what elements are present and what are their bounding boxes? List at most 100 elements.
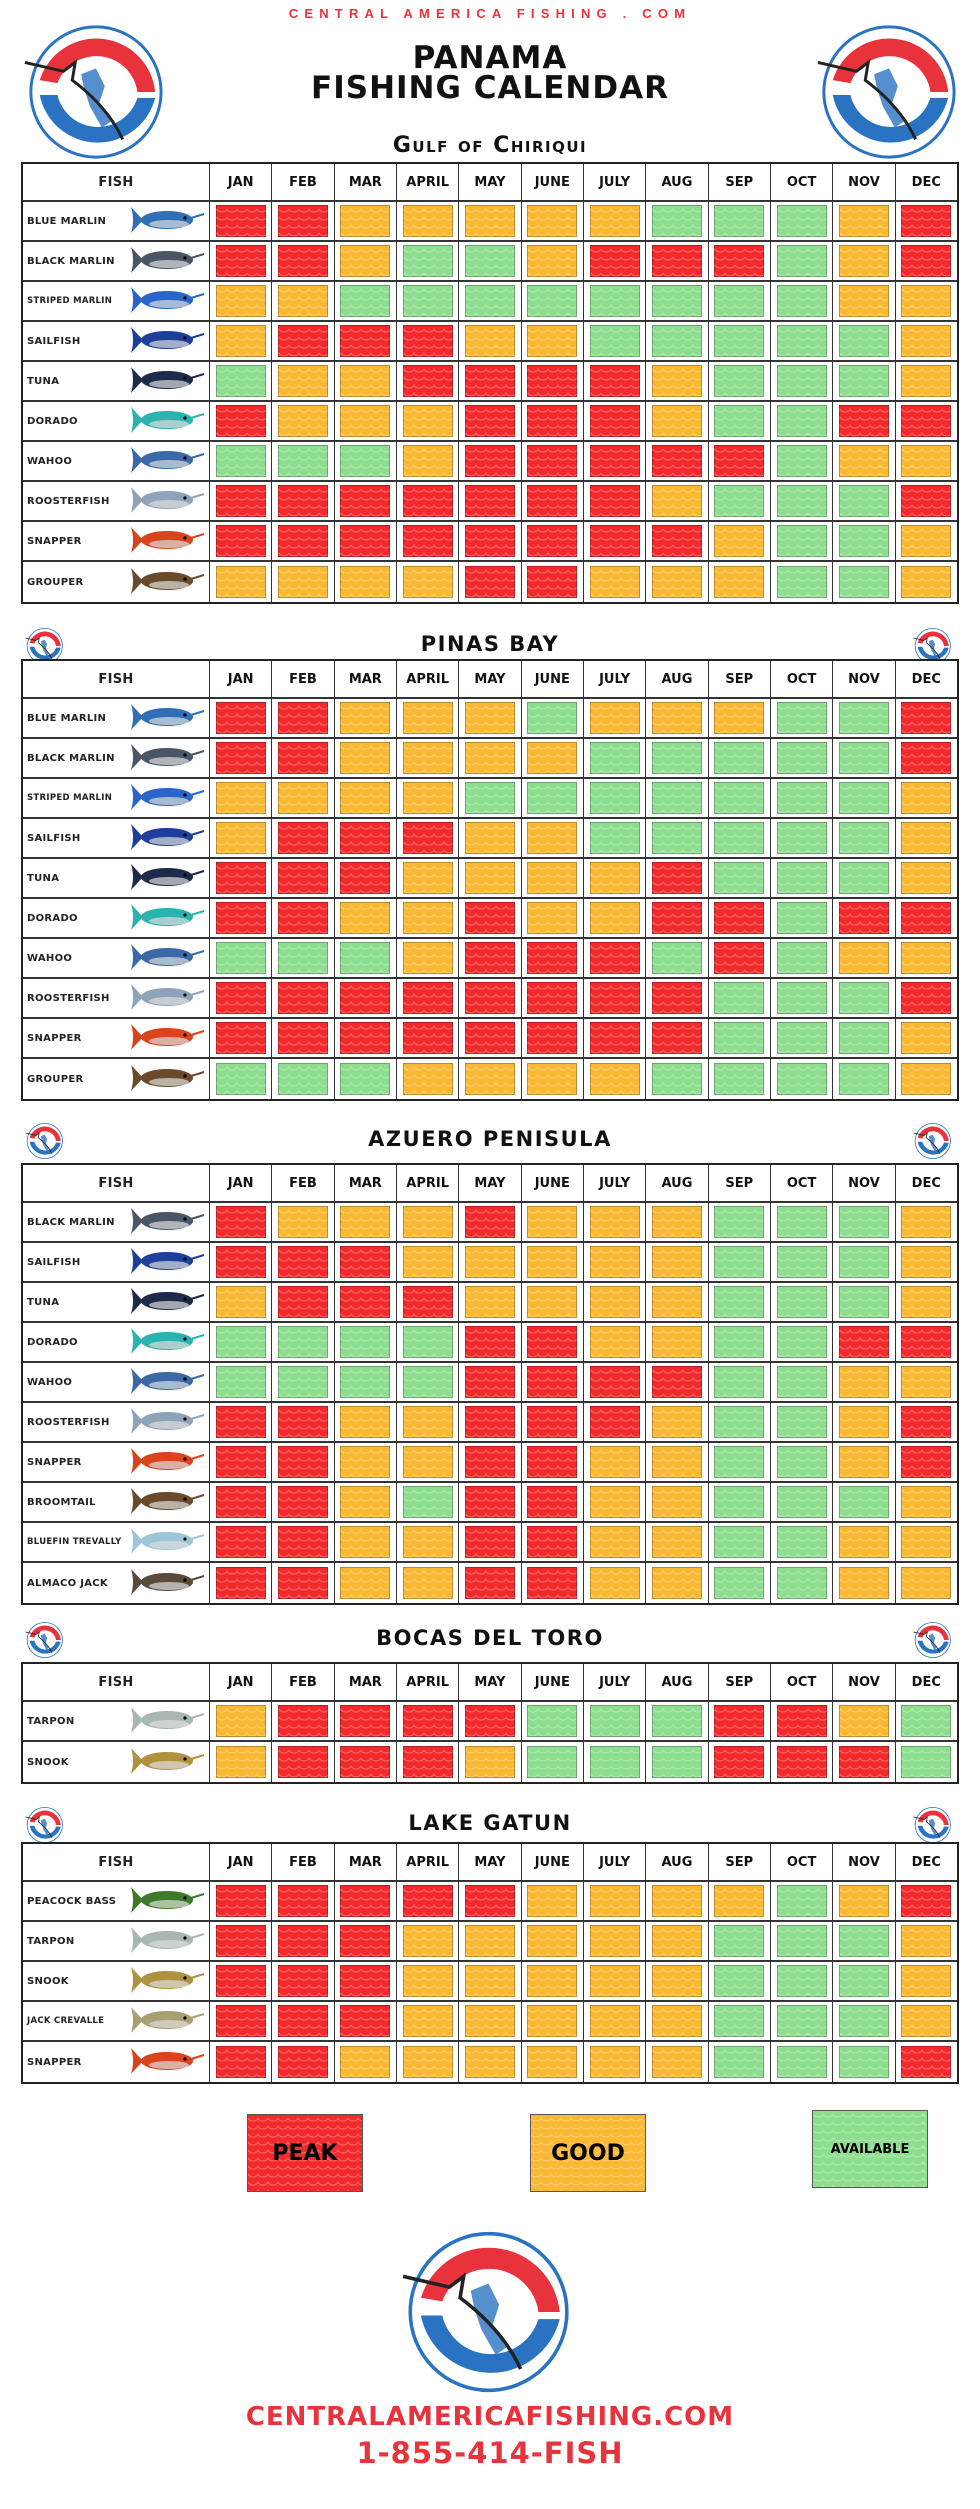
rating-available (776, 1965, 827, 1997)
rating-available (402, 285, 453, 317)
table-row: WAHOO (23, 1363, 957, 1403)
legend-available-label: AVAILABLE (830, 2141, 910, 2157)
fish-icon (125, 820, 205, 857)
rating-available (776, 405, 827, 437)
month-cell (459, 242, 522, 280)
table-row: WAHOO (23, 442, 957, 482)
rating-peak (589, 445, 640, 477)
rating-available (776, 445, 827, 477)
section-title: AZUERO PENISULA (368, 1127, 612, 1151)
rating-good (464, 1925, 515, 1957)
month-cell (584, 1323, 647, 1361)
rating-available (464, 782, 515, 814)
rating-peak (901, 205, 952, 237)
rating-available (776, 205, 827, 237)
rating-good (215, 782, 266, 814)
rating-peak (277, 1746, 328, 1778)
month-cell (771, 442, 834, 480)
month-cell (522, 1962, 584, 2000)
month-cell (335, 362, 397, 400)
footer-phone[interactable]: 1-855-414-FISH (356, 2436, 624, 2470)
rating-peak (277, 1486, 328, 1518)
rating-peak (464, 1526, 515, 1558)
month-cell (272, 522, 335, 560)
month-cell (771, 699, 834, 737)
rating-peak (901, 245, 952, 277)
rating-good (901, 1246, 952, 1278)
rating-available (776, 1486, 827, 1518)
rating-good (651, 1965, 702, 1997)
month-cell (646, 562, 709, 602)
month-cell (272, 1882, 335, 1920)
rating-peak (277, 982, 328, 1014)
rating-peak (277, 205, 328, 237)
rating-good (402, 942, 453, 974)
rating-available (651, 742, 702, 774)
month-header: JUNE (522, 1664, 584, 1700)
fish-name: TUNA (27, 375, 60, 387)
section-logo-left (24, 626, 64, 670)
month-cell (584, 1523, 647, 1561)
month-cell (709, 1283, 771, 1321)
rating-peak (215, 1925, 266, 1957)
rating-good (277, 365, 328, 397)
rating-available (776, 245, 827, 277)
month-cell (522, 482, 584, 520)
table-header-row: FISH JAN FEB MAR APRIL MAY JUNE JULY AUG SEP OCT NO… (23, 1165, 957, 1203)
month-cell (646, 442, 709, 480)
footer-url-link[interactable]: CENTRALAMERICAFISHING.COM (245, 2402, 735, 2432)
fish-name: GROUPER (27, 1073, 84, 1085)
month-cell (771, 402, 834, 440)
month-cell (646, 282, 709, 320)
month-header: NOV (833, 1165, 896, 1201)
rating-available (340, 1326, 391, 1358)
rating-peak (527, 445, 578, 477)
rating-available (714, 1406, 765, 1438)
rating-available (527, 1746, 578, 1778)
month-cell (522, 402, 584, 440)
rating-peak (340, 1022, 391, 1054)
rating-good (589, 1486, 640, 1518)
month-cell (397, 859, 460, 897)
rating-good (340, 902, 391, 934)
rating-good (527, 822, 578, 854)
fish-cell: ROOSTERFISH (23, 482, 210, 520)
month-cell (335, 1523, 397, 1561)
month-header: APRIL (397, 1664, 460, 1700)
rating-peak (340, 982, 391, 1014)
month-header: MAY (459, 661, 522, 697)
month-cell (397, 482, 460, 520)
fish-name: BROOMTAIL (27, 1496, 96, 1508)
rating-good (651, 1246, 702, 1278)
fish-cell: STRIPED MARLIN (23, 779, 210, 817)
fish-name: SAILFISH (27, 335, 81, 347)
fish-cell: PEACOCK BASS (23, 1882, 210, 1920)
table-row: DORADO (23, 402, 957, 442)
rating-good (277, 405, 328, 437)
table-row: SNOOK (23, 1742, 957, 1782)
rating-good (215, 822, 266, 854)
rating-peak (901, 2046, 952, 2078)
rating-good (340, 782, 391, 814)
rating-good (651, 1925, 702, 1957)
month-header: FEB (272, 1844, 335, 1880)
month-header: FEB (272, 661, 335, 697)
fish-cell: WAHOO (23, 1363, 210, 1401)
site-url-header[interactable]: CENTRAL AMERICA FISHING . COM (288, 6, 692, 21)
month-cell (771, 1283, 834, 1321)
rating-good (589, 1526, 640, 1558)
month-cell (522, 1019, 584, 1057)
rating-peak (651, 1366, 702, 1398)
month-cell (896, 522, 957, 560)
rating-peak (527, 1486, 578, 1518)
month-cell (709, 1523, 771, 1561)
month-cell (584, 242, 647, 280)
month-cell (833, 2002, 896, 2040)
month-cell (335, 1323, 397, 1361)
table-row: SNOOK (23, 1962, 957, 2002)
fish-name: BLACK MARLIN (27, 1216, 115, 1228)
table-row: DORADO (23, 899, 957, 939)
month-cell (584, 1283, 647, 1321)
section-logo-left (24, 1805, 64, 1849)
fish-cell: ALMACO JACK (23, 1563, 210, 1603)
